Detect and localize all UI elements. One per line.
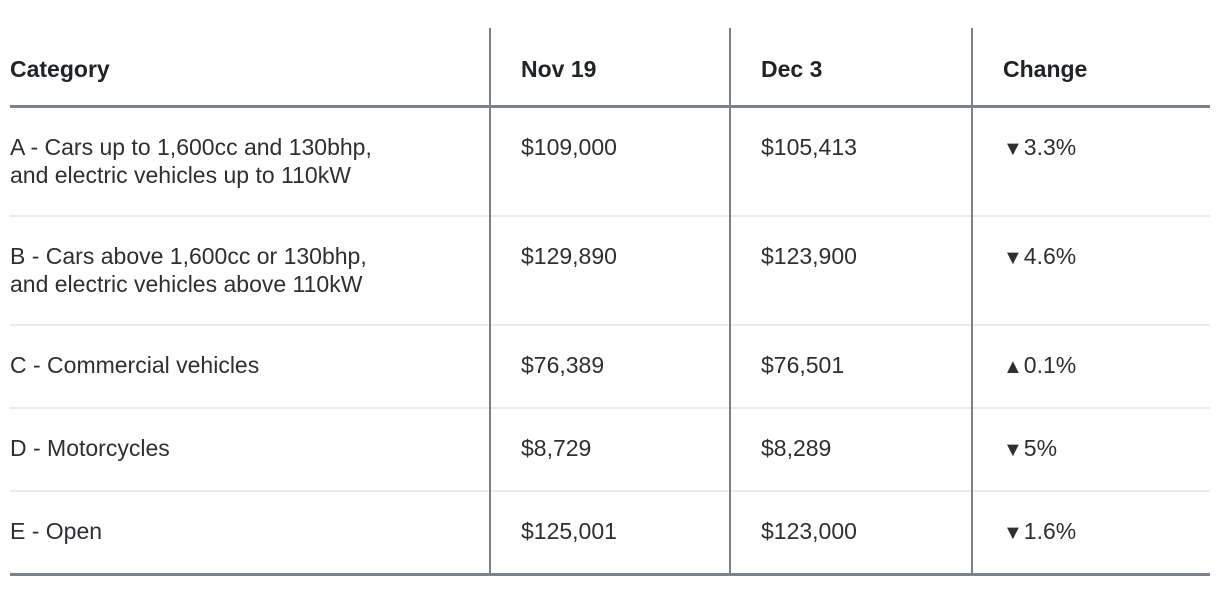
change-down-triangle-icon: ▼ xyxy=(1003,522,1024,544)
column-header-dec3: Dec 3 xyxy=(729,28,972,108)
dec3-cell: $123,900 xyxy=(729,215,972,325)
table-row: D - Motorcycles $8,729 $8,289 ▼5% xyxy=(10,407,1210,491)
coe-price-table: Category Nov 19 Dec 3 Change A - Cars up… xyxy=(10,28,1210,576)
dec3-cell: $123,000 xyxy=(729,490,972,575)
nov19-cell: $76,389 xyxy=(489,324,730,408)
category-cell: B - Cars above 1,600cc or 130bhp, and el… xyxy=(10,215,490,325)
change-cell: ▼1.6% xyxy=(971,490,1210,575)
change-value: 5% xyxy=(1023,435,1058,461)
nov19-cell: $109,000 xyxy=(489,106,730,216)
change-value: 0.1% xyxy=(1023,352,1077,378)
nov19-cell: $125,001 xyxy=(489,490,730,575)
change-value: 3.3% xyxy=(1023,134,1077,160)
table-row: C - Commercial vehicles $76,389 $76,501 … xyxy=(10,324,1210,408)
nov19-cell: $129,890 xyxy=(489,215,730,325)
table-row: A - Cars up to 1,600cc and 130bhp, and e… xyxy=(10,106,1210,216)
change-value: 1.6% xyxy=(1023,518,1077,544)
dec3-cell: $76,501 xyxy=(729,324,972,408)
column-header-category: Category xyxy=(10,28,490,108)
table-body: A - Cars up to 1,600cc and 130bhp, and e… xyxy=(10,106,1210,575)
change-cell: ▼3.3% xyxy=(971,106,1210,216)
change-cell: ▲0.1% xyxy=(971,324,1210,408)
change-cell: ▼4.6% xyxy=(971,215,1210,325)
change-cell: ▼5% xyxy=(971,407,1210,491)
header-row: Category Nov 19 Dec 3 Change xyxy=(10,28,1210,108)
category-cell: D - Motorcycles xyxy=(10,407,490,491)
change-up-triangle-icon: ▲ xyxy=(1003,356,1024,378)
change-down-triangle-icon: ▼ xyxy=(1003,138,1024,160)
table-header: Category Nov 19 Dec 3 Change xyxy=(10,28,1210,108)
category-cell: A - Cars up to 1,600cc and 130bhp, and e… xyxy=(10,134,372,188)
category-cell: C - Commercial vehicles xyxy=(10,324,490,408)
change-value: 4.6% xyxy=(1023,243,1077,269)
dec3-cell: $8,289 xyxy=(729,407,972,491)
table-row: B - Cars above 1,600cc or 130bhp, and el… xyxy=(10,215,1210,325)
change-down-triangle-icon: ▼ xyxy=(1003,439,1024,461)
dec3-cell: $105,413 xyxy=(729,106,972,216)
category-cell: E - Open xyxy=(10,490,490,575)
column-header-change: Change xyxy=(971,28,1210,108)
column-header-nov19: Nov 19 xyxy=(489,28,730,108)
table-row: E - Open $125,001 $123,000 ▼1.6% xyxy=(10,490,1210,575)
nov19-cell: $8,729 xyxy=(489,407,730,491)
change-down-triangle-icon: ▼ xyxy=(1003,247,1024,269)
